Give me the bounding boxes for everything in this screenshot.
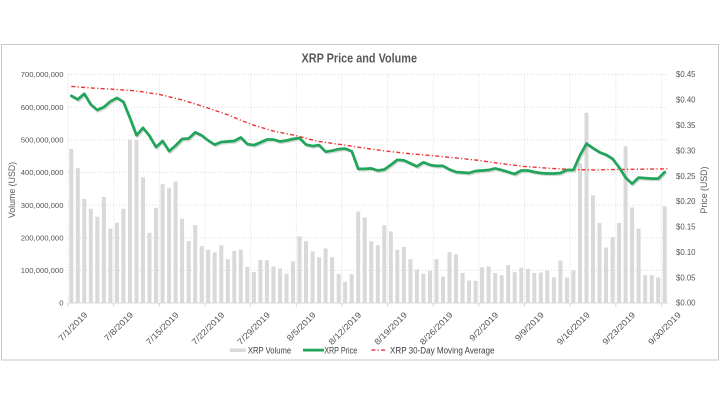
svg-text:600,000,000: 600,000,000 bbox=[21, 103, 64, 112]
svg-text:XRP Price: XRP Price bbox=[324, 346, 357, 356]
svg-text:Volume (USD): Volume (USD) bbox=[7, 162, 17, 218]
svg-text:$0.40: $0.40 bbox=[676, 96, 696, 105]
svg-text:$0.20: $0.20 bbox=[676, 197, 696, 206]
svg-text:XRP 30-Day Moving Average: XRP 30-Day Moving Average bbox=[390, 346, 495, 356]
svg-text:$0.35: $0.35 bbox=[676, 121, 696, 130]
svg-text:500,000,000: 500,000,000 bbox=[21, 136, 64, 145]
svg-text:$0.00: $0.00 bbox=[676, 299, 696, 308]
svg-text:$0.15: $0.15 bbox=[676, 223, 696, 232]
svg-text:100,000,000: 100,000,000 bbox=[21, 266, 64, 275]
svg-text:300,000,000: 300,000,000 bbox=[21, 201, 64, 210]
svg-text:400,000,000: 400,000,000 bbox=[21, 168, 64, 177]
svg-text:$0.25: $0.25 bbox=[676, 172, 696, 181]
svg-text:$0.10: $0.10 bbox=[676, 248, 696, 257]
svg-text:Price (USD): Price (USD) bbox=[699, 166, 709, 213]
svg-text:0: 0 bbox=[59, 299, 63, 308]
svg-text:700,000,000: 700,000,000 bbox=[21, 70, 64, 79]
svg-text:XRP Price and Volume: XRP Price and Volume bbox=[302, 51, 418, 66]
svg-text:$0.05: $0.05 bbox=[676, 273, 696, 282]
svg-text:XRP Volume: XRP Volume bbox=[248, 346, 291, 356]
svg-text:200,000,000: 200,000,000 bbox=[21, 233, 64, 242]
svg-text:$0.45: $0.45 bbox=[676, 70, 696, 79]
svg-text:$0.30: $0.30 bbox=[676, 146, 696, 155]
